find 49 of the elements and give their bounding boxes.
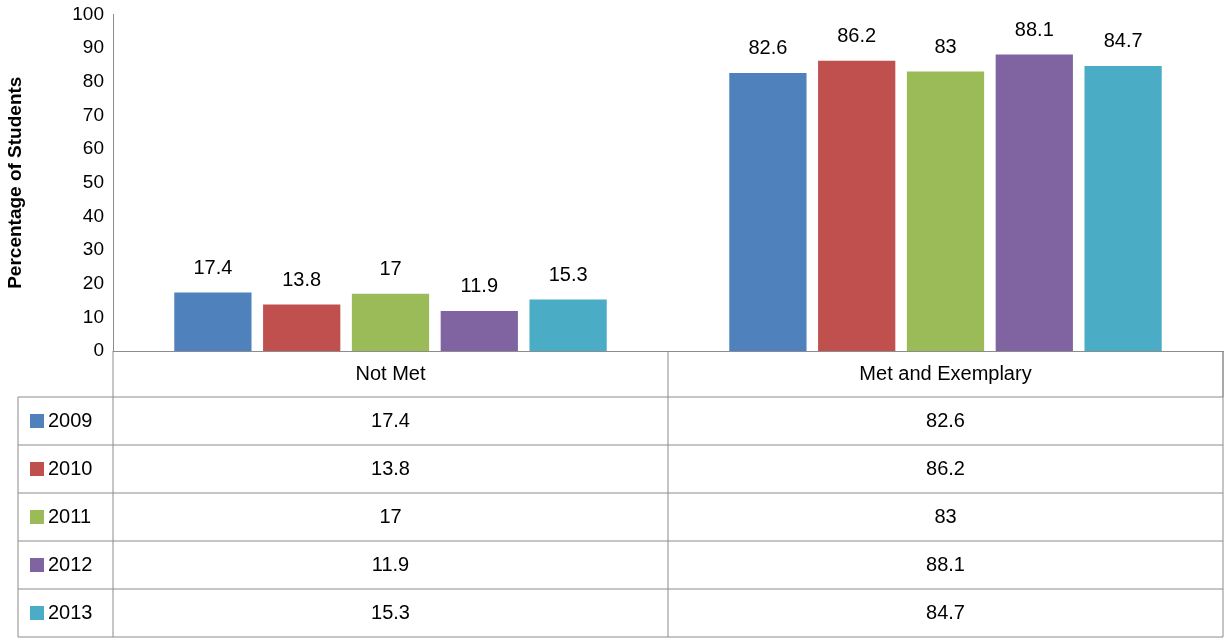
text: 13.8 (371, 456, 410, 479)
text: 17.4 (371, 408, 410, 431)
y-tick-label: 100 (72, 2, 104, 24)
legend-label: 2011 (48, 504, 92, 527)
bar (263, 304, 341, 351)
legend-label: 2012 (48, 552, 93, 575)
text: 82.6 (926, 408, 965, 431)
legend-label: 2013 (48, 600, 93, 623)
data-label: 11.9 (460, 274, 499, 297)
data-label: 86.2 (837, 24, 877, 47)
legend-label: 2009 (48, 408, 93, 431)
text: 84.7 (926, 600, 965, 623)
data-label: 84.7 (1103, 29, 1143, 52)
legend-label: 2010 (48, 456, 93, 479)
text: 88.1 (926, 552, 965, 575)
y-tick-label: 70 (82, 103, 104, 125)
data-label: 15.3 (548, 263, 588, 286)
text: 11.9 (371, 552, 410, 575)
text: 86.2 (926, 456, 965, 479)
bar (440, 310, 518, 351)
bar (351, 293, 430, 351)
y-tick-label: 80 (82, 69, 104, 91)
data-label: 17.4 (193, 255, 233, 278)
text: 83 (934, 504, 957, 527)
y-tick-label: 50 (82, 170, 104, 192)
y-tick-label: 30 (82, 238, 104, 260)
y-tick-label: 40 (82, 204, 104, 226)
text: 15.3 (371, 600, 410, 623)
y-tick-label: 0 (93, 339, 104, 361)
data-label: 17 (379, 257, 402, 280)
y-tick-label: 60 (82, 137, 104, 159)
data-label: 13.8 (282, 268, 322, 291)
bar (529, 299, 607, 351)
y-axis-title: Percentage of Students (3, 76, 25, 289)
data-label: 82.6 (748, 36, 788, 59)
bar (1084, 65, 1162, 351)
bar (995, 54, 1073, 351)
data-label: 88.1 (1014, 17, 1054, 40)
bar (906, 71, 985, 351)
bar (818, 60, 896, 351)
y-tick-label: 90 (82, 36, 104, 58)
y-tick-label: 10 (82, 305, 104, 327)
data-label: 83 (934, 35, 957, 58)
y-tick-label: 20 (82, 271, 104, 293)
bar (174, 292, 252, 351)
x-tick-label: Met and Exemplary (859, 361, 1032, 384)
bar (729, 72, 807, 351)
text: 17 (379, 504, 402, 527)
x-tick-label: Not Met (355, 361, 426, 384)
